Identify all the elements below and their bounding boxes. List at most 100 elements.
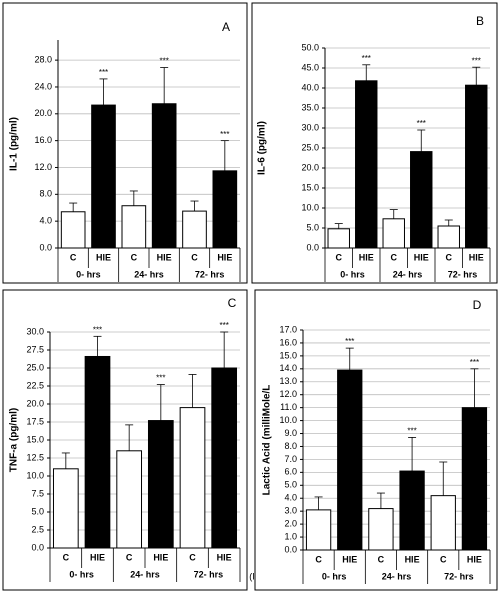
y-tick-label: 20.0	[26, 398, 44, 408]
x-tick-label: C	[378, 554, 385, 564]
y-axis-label: TNF-a (pg/ml)	[9, 408, 20, 472]
y-tick-label: 8.0	[39, 189, 52, 199]
x-tick-label: HIE	[157, 252, 172, 262]
bar	[60, 211, 86, 249]
y-tick-label: 15.0	[279, 350, 297, 360]
group-label: 72- hrs	[448, 269, 478, 279]
group-label: 24- hrs	[393, 269, 423, 279]
panel-label: A	[222, 20, 230, 34]
x-tick-label: HIE	[467, 554, 482, 564]
panel: D Lactic Acid (milliMole/L 0.0 1.0 2.0 3.0 4.0…	[254, 289, 498, 591]
panel-frame	[254, 289, 498, 591]
x-tick-label: HIE	[414, 252, 429, 262]
y-tick-label: 8.0	[284, 441, 297, 451]
y-tick-label: 11.0	[280, 402, 297, 412]
y-tick-label: 12.5	[26, 452, 44, 462]
y-tick-label: 14.0	[279, 363, 297, 373]
bar	[116, 450, 143, 549]
y-tick-label: 7.5	[31, 488, 44, 498]
panel-label: B	[476, 14, 484, 28]
group-label: 72- hrs	[194, 569, 224, 579]
y-tick-label: 10.0	[301, 202, 319, 212]
group-label: 24- hrs	[382, 571, 412, 581]
group-label: 0- hrs	[340, 269, 365, 279]
significance: ***	[220, 130, 229, 139]
bar	[382, 218, 405, 249]
x-tick-label: HIE	[405, 554, 420, 564]
x-tick-label: HIE	[153, 552, 168, 562]
significance: ***	[470, 358, 479, 367]
y-tick-label: 40.0	[301, 82, 319, 92]
y-tick-label: 35.0	[301, 102, 319, 112]
bar	[179, 407, 206, 549]
y-tick-label: 15.0	[301, 182, 319, 192]
x-tick-label: C	[131, 252, 138, 262]
y-tick-label: 25.0	[301, 142, 319, 152]
y-tick-label: 30.0	[26, 326, 44, 336]
bar	[211, 367, 238, 549]
y-tick-label: 0.0	[39, 242, 52, 252]
y-tick-label: 30.0	[301, 122, 319, 132]
bar	[461, 407, 488, 551]
bar	[121, 205, 147, 249]
significance: ***	[93, 325, 102, 334]
y-tick-label: 2.0	[284, 518, 297, 528]
y-tick-label: 50.0	[301, 42, 319, 52]
x-tick-label: HIE	[469, 252, 484, 262]
significance: ***	[345, 337, 354, 346]
x-tick-label: C	[391, 252, 398, 262]
group-label: 72- hrs	[444, 571, 474, 581]
panel-label: C	[228, 296, 237, 310]
bar	[355, 80, 378, 249]
y-tick-label: 16.0	[34, 135, 52, 145]
y-tick-label: 28.0	[34, 55, 52, 65]
panel-frame	[251, 2, 498, 284]
panel: A IL-1 (pg/ml) 0.0 4.0 8.0 12.0 16.0 20.0 24.0 28…	[2, 2, 248, 284]
bar	[410, 151, 433, 249]
significance: ***	[159, 57, 168, 66]
panel: B IL-6 (pg/ml) 0.0 5.0 10.0 15.0 20.0 25.0 30.0 3…	[251, 2, 498, 284]
y-tick-label: 3.0	[284, 506, 297, 516]
group-label: 0- hrs	[322, 571, 347, 581]
group-label: 72- hrs	[195, 269, 225, 279]
bar	[84, 355, 111, 549]
x-tick-label: C	[315, 554, 322, 564]
y-tick-label: 10.0	[26, 470, 44, 480]
y-tick-label: 4.0	[39, 216, 52, 226]
y-tick-label: 5.0	[284, 480, 297, 490]
x-tick-label: C	[70, 252, 77, 262]
bar	[91, 104, 116, 249]
x-tick-label: C	[440, 554, 447, 564]
x-tick-label: C	[446, 252, 453, 262]
y-tick-label: 7.0	[284, 454, 297, 464]
significance: ***	[219, 321, 228, 330]
y-tick-label: 17.5	[26, 416, 44, 426]
group-label: 0- hrs	[76, 269, 101, 279]
y-tick-label: 24.0	[34, 81, 52, 91]
y-axis-label: IL-6 (pg/ml)	[257, 121, 268, 175]
x-tick-label: HIE	[96, 252, 111, 262]
y-axis-label: IL-1 (pg/ml)	[9, 117, 20, 171]
y-tick-label: 5.0	[31, 506, 44, 516]
x-tick-label: HIE	[217, 252, 232, 262]
significance: ***	[407, 427, 416, 436]
significance: ***	[362, 54, 371, 63]
y-tick-label: 2.5	[31, 524, 44, 534]
y-tick-label: 5.0	[306, 222, 319, 232]
x-tick-label: C	[189, 552, 196, 562]
x-tick-label: HIE	[90, 552, 105, 562]
panel-frame	[2, 289, 248, 591]
x-tick-label: HIE	[217, 552, 232, 562]
y-tick-label: 20.0	[34, 108, 52, 118]
y-tick-label: 25.0	[26, 362, 44, 372]
panel: C TNF-a (pg/ml) 0.0 2.5 5.0 7.5 10.0 12.5 15.0 17…	[2, 289, 248, 591]
x-tick-label: HIE	[359, 252, 374, 262]
group-label: 0- hrs	[69, 569, 94, 579]
y-tick-label: 0.0	[284, 544, 297, 554]
y-tick-label: 12.0	[279, 389, 297, 399]
y-tick-label: 6.0	[284, 467, 297, 477]
y-tick-label: 27.5	[26, 344, 44, 354]
bar	[305, 509, 332, 551]
y-tick-label: 20.0	[301, 162, 319, 172]
x-tick-label: HIE	[342, 554, 357, 564]
